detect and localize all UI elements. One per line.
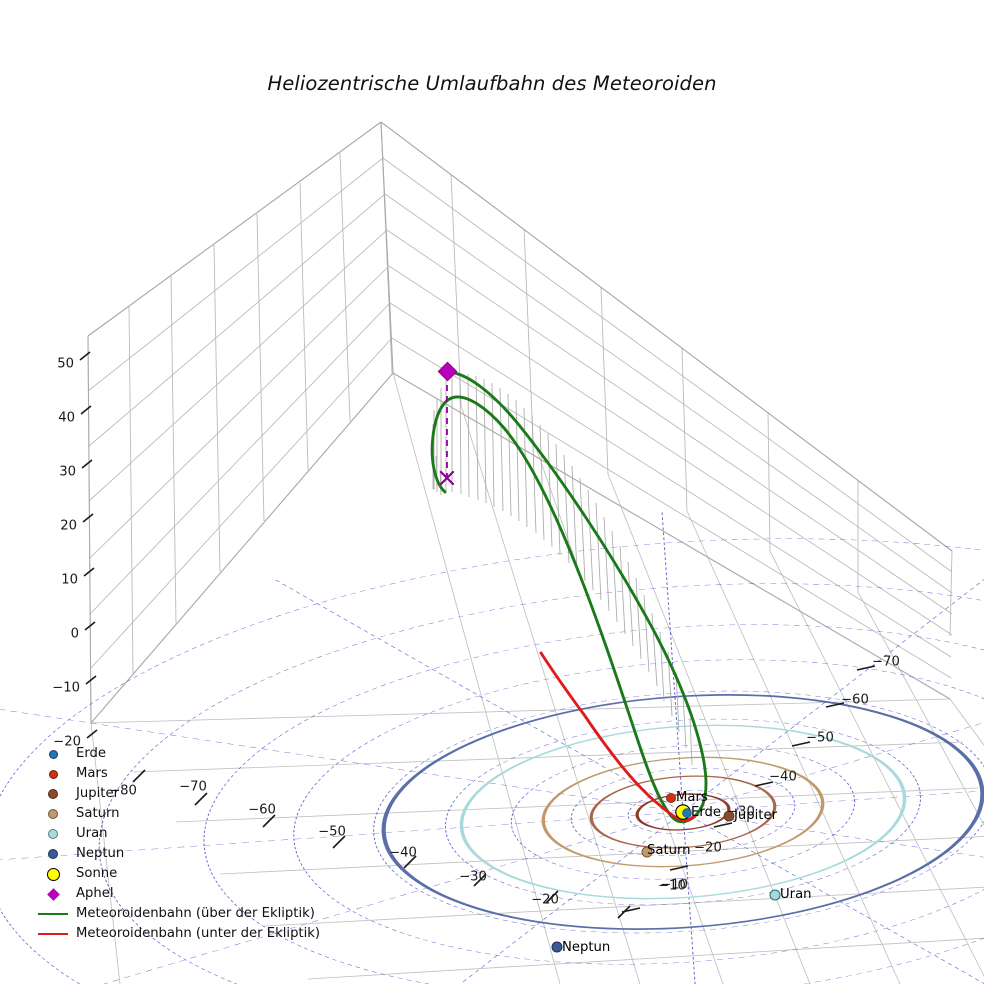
legend-item-label: Saturn [76,806,120,821]
legend-item-label: Sonne [76,866,118,881]
orbit-ring-jupiter [589,775,777,849]
meteoroid-orbit-below-ecliptic-2 [539,651,587,718]
y-tick-1: −60 [841,692,869,708]
y-tick-2: −50 [806,730,834,746]
box-edges [87,121,953,724]
legend: Erde Mars Jupiter Saturn Uran Neptun Sonne Aphe… [30,744,346,944]
y-tick-4: −30 [727,804,755,820]
orbit-ring-uran [459,724,907,900]
x-tick-1: −70 [179,779,207,795]
planet-marker-saturn [641,846,653,858]
x-tick-5: −30 [459,869,487,885]
legend-marker-saturn [48,809,58,819]
legend-line-above-ecliptic-key [30,913,76,915]
legend-marker-mars [48,769,58,779]
legend-row[interactable]: Sonne [30,864,346,884]
aphelion-projection-marker [439,470,455,486]
body-label-uran: Uran [780,887,812,902]
pane-back-right [381,122,955,700]
legend-item-label: Neptun [76,846,125,861]
legend-item-label: Mars [76,766,108,781]
legend-marker-sonne-key [30,867,76,881]
legend-marker-sonne [46,867,60,881]
legend-row[interactable]: Erde [30,744,346,764]
legend-marker-aphel [46,887,60,901]
x-tick-2: −60 [248,802,276,818]
x-tick-7: −10 [660,877,688,893]
meteoroid-orbit-above-ecliptic [430,370,708,824]
legend-item-label: Jupiter [76,786,119,801]
legend-row[interactable]: Jupiter [30,784,346,804]
page-title: Heliozentrische Umlaufbahn des Meteoroid… [267,72,717,95]
legend-line-above-ecliptic [38,913,68,915]
legend-marker-neptun-key [30,849,76,859]
legend-marker-jupiter-key [30,789,76,799]
legend-marker-erde [48,749,58,759]
z-tick-2: 30 [59,464,76,480]
y-tick-3: −40 [769,769,797,785]
aphelion-marker [437,361,458,382]
legend-row[interactable]: Aphel [30,884,346,904]
y-tick-5: −20 [694,840,722,856]
z-tick-4: 10 [61,572,78,588]
z-tick-7: −20 [53,734,81,750]
legend-marker-uran-key [30,829,76,839]
z-tick-1: 40 [58,410,75,426]
legend-marker-jupiter [48,789,58,799]
legend-item-label: Aphel [76,886,114,901]
legend-row[interactable]: Uran [30,824,346,844]
planet-marker-uran [769,889,781,901]
z-tick-0: 50 [57,356,74,372]
legend-line-below-ecliptic [38,933,68,935]
y-tick-0: −70 [872,654,900,670]
y-tick-6: −10 [658,878,686,894]
legend-line-below-ecliptic-key [30,933,76,935]
x-tick-0: −80 [109,783,137,799]
legend-row[interactable]: Mars [30,764,346,784]
planet-marker-neptun [551,941,563,953]
body-label-neptun: Neptun [562,940,611,955]
planet-marker-mars [666,793,677,804]
legend-row[interactable]: Neptun [30,844,346,864]
body-label-jupiter: Jupiter [734,808,777,823]
body-label-mars: Mars [676,790,708,805]
z-tick-5: 0 [70,626,79,642]
x-tick-3: −50 [318,824,346,840]
body-label-erde: Erde [691,805,722,820]
x-tick-4: −40 [389,845,417,861]
orbit-ring-mars [635,793,731,831]
pane-floor [91,373,950,984]
legend-marker-erde-key [30,749,76,759]
planet-orbits [381,694,984,930]
legend-marker-aphel-key [30,887,76,901]
z-tick-3: 20 [60,518,77,534]
planet-marker-jupiter [723,810,735,822]
body-label-saturn: Saturn [647,843,691,858]
planet-marker-erde [682,808,692,818]
legend-row[interactable]: Saturn [30,804,346,824]
x-tick-6: −20 [531,892,559,908]
legend-item-label: Uran [76,826,108,841]
grid-floor [90,372,984,984]
legend-marker-neptun [48,849,58,859]
legend-item-label: Meteoroidenbahn (über der Ekliptik) [76,906,315,921]
legend-marker-saturn-key [30,809,76,819]
legend-item-label: Erde [76,746,107,761]
z-tick-6: −10 [52,680,80,696]
legend-item-label: Meteoroidenbahn (unter der Ekliptik) [76,926,321,941]
legend-marker-mars-key [30,769,76,779]
axis-ticks [79,351,876,919]
legend-row[interactable]: Meteoroidenbahn (über der Ekliptik) [30,904,346,924]
legend-marker-uran [48,829,58,839]
legend-row[interactable]: Meteoroidenbahn (unter der Ekliptik) [30,924,346,944]
meteoroid-orbit-below-ecliptic [583,714,697,822]
orbit-ring-neptun [381,694,984,930]
